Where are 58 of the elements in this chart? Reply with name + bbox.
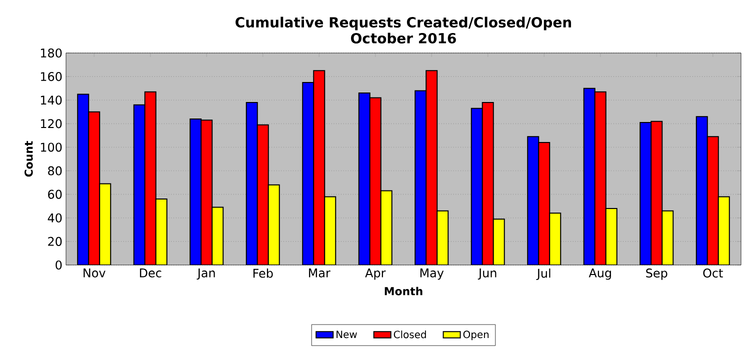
bar bbox=[324, 196, 336, 265]
x-axis-title: Month bbox=[384, 286, 422, 296]
x-tick-label: Mar bbox=[309, 268, 330, 278]
bar bbox=[200, 120, 213, 265]
legend-label: Closed bbox=[394, 330, 426, 338]
y-tick-label: 0 bbox=[56, 260, 62, 270]
bar bbox=[190, 118, 202, 265]
bar bbox=[155, 198, 168, 265]
x-tick-label: Sep bbox=[646, 268, 668, 280]
y-tick-label: 60 bbox=[48, 190, 62, 199]
legend-label: New bbox=[336, 330, 357, 338]
x-tick-label: Jul bbox=[536, 268, 550, 280]
bar bbox=[144, 91, 156, 265]
x-tick-label: May bbox=[420, 268, 444, 280]
y-tick-label: 100 bbox=[40, 142, 62, 152]
bar bbox=[369, 97, 382, 265]
bar bbox=[538, 142, 550, 265]
bar bbox=[256, 124, 269, 265]
y-tick-label: 20 bbox=[48, 236, 62, 246]
y-tick-label: 120 bbox=[40, 119, 62, 128]
bar bbox=[77, 94, 90, 265]
bar bbox=[718, 196, 730, 265]
bar bbox=[313, 70, 326, 265]
bar bbox=[706, 136, 719, 265]
x-tick-label: Oct bbox=[703, 268, 723, 278]
chart-title: Cumulative Requests Created/Closed/Open bbox=[236, 16, 572, 30]
y-tick-label: 140 bbox=[40, 96, 62, 105]
y-tick-label: 80 bbox=[48, 166, 62, 176]
bar bbox=[470, 108, 483, 265]
bar bbox=[268, 184, 280, 265]
x-tick-label: Jan bbox=[196, 268, 215, 280]
x-tick-label: Aug bbox=[588, 268, 611, 280]
chart-subtitle: October 2016 bbox=[351, 32, 456, 44]
bar bbox=[99, 183, 112, 265]
bar bbox=[482, 102, 494, 265]
bar bbox=[651, 121, 662, 265]
bar bbox=[426, 70, 438, 265]
bar bbox=[246, 102, 258, 265]
legend-label: Open bbox=[463, 330, 489, 340]
bar bbox=[527, 136, 540, 265]
bar bbox=[696, 116, 708, 265]
bar bbox=[594, 91, 606, 265]
x-tick-label: Apr bbox=[365, 268, 386, 280]
y-tick-label: 180 bbox=[40, 48, 62, 58]
bar bbox=[88, 111, 100, 265]
x-tick-label: Feb bbox=[253, 268, 273, 278]
y-tick-label: 160 bbox=[40, 72, 62, 82]
bar bbox=[414, 90, 427, 265]
bar bbox=[358, 92, 370, 265]
y-tick-label: 40 bbox=[48, 213, 62, 222]
bar bbox=[133, 104, 146, 265]
bar bbox=[583, 88, 596, 265]
x-tick-label: Jun bbox=[478, 268, 496, 280]
y-axis-title: Count bbox=[24, 141, 33, 177]
bar bbox=[302, 82, 314, 265]
x-tick-label: Nov bbox=[84, 268, 106, 278]
x-tick-label: Dec bbox=[140, 268, 162, 278]
bar bbox=[640, 122, 652, 265]
